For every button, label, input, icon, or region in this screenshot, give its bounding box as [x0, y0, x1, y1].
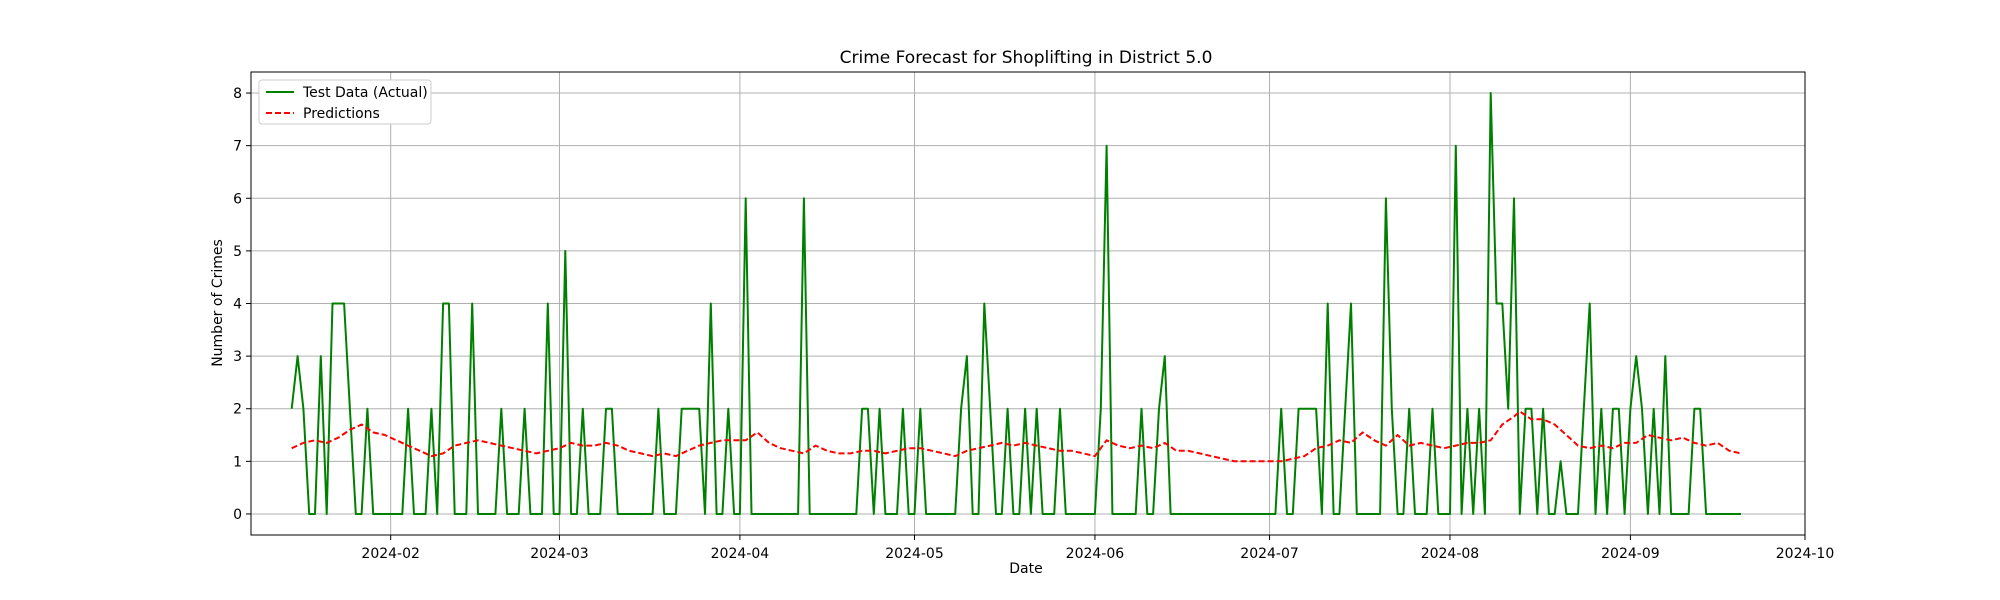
legend-label-predictions: Predictions: [303, 106, 380, 122]
x-tick-label: 2024-07: [1240, 546, 1299, 562]
x-tick-label: 2024-06: [1066, 546, 1125, 562]
y-tick-label: 8: [233, 86, 242, 102]
y-tick-label: 6: [233, 191, 242, 207]
y-axis-label: Number of Crimes: [210, 239, 226, 367]
x-axis-label: Date: [1009, 561, 1042, 577]
series-lines: [290, 92, 1742, 515]
y-tick-label: 1: [233, 454, 242, 470]
legend: Test Data (Actual) Predictions: [258, 79, 432, 125]
x-tick-label: 2024-04: [711, 546, 770, 562]
legend-box: [258, 79, 432, 125]
legend-label-actual: Test Data (Actual): [302, 85, 428, 101]
axis-ticks: 0 1 2 3 4 5 6 7 8 2024-02 2024-03 2024-04 2024-05 202…: [233, 86, 1834, 562]
y-tick-label: 4: [233, 297, 242, 313]
y-tick-label: 7: [233, 139, 242, 155]
series-line-predictions: [291, 410, 1742, 463]
x-tick-label: 2024-08: [1421, 546, 1480, 562]
y-tick-label: 5: [233, 244, 242, 260]
x-tick-label: 2024-05: [885, 546, 944, 562]
x-tick-label: 2024-10: [1776, 546, 1835, 562]
y-tick-label: 3: [233, 349, 242, 365]
y-tick-label: 0: [233, 507, 242, 523]
x-tick-label: 2024-02: [361, 546, 420, 562]
series-line-actual: [290, 92, 1741, 515]
y-tick-label: 2: [233, 402, 242, 418]
x-tick-label: 2024-09: [1601, 546, 1660, 562]
chart-title: Crime Forecast for Shoplifting in Distri…: [840, 48, 1213, 68]
x-tick-label: 2024-03: [530, 546, 589, 562]
